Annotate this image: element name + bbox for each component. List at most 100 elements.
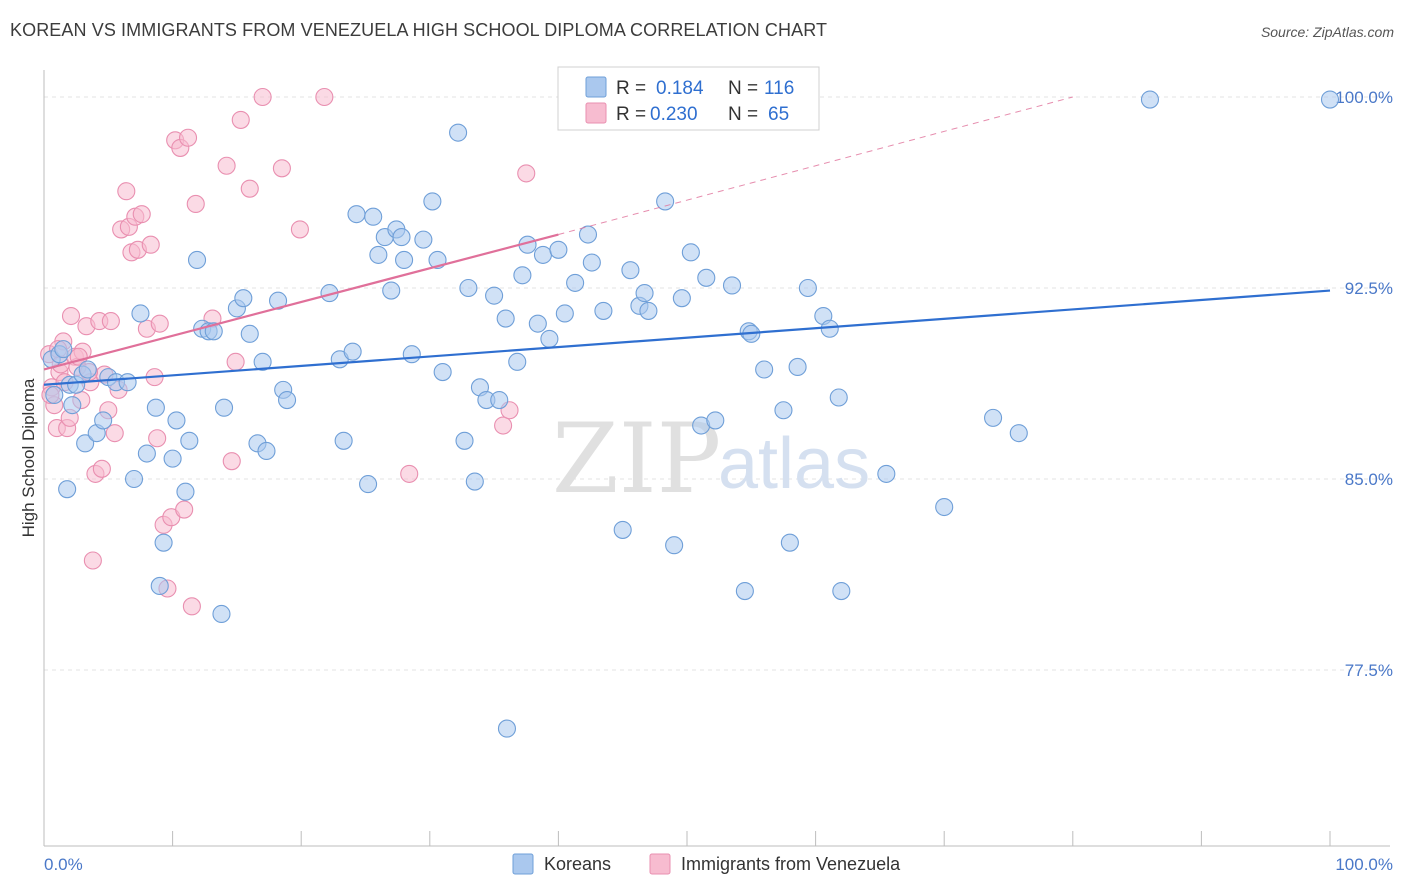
venezuela-point (178, 128, 198, 147)
korean-point (449, 123, 468, 142)
korean-point (214, 398, 234, 417)
korean-point (774, 401, 793, 420)
korean-point (257, 441, 276, 461)
series-legend: Koreans Immigrants from Venezuela (512, 853, 901, 875)
series-legend-label-koreans: Koreans (544, 854, 611, 874)
korean-point (578, 225, 598, 244)
korean-point (465, 472, 484, 491)
korean-point (423, 192, 442, 211)
legend-r-label-koreans: R = (616, 78, 646, 99)
korean-point (681, 243, 700, 262)
korean-point (180, 431, 199, 450)
korean-point (820, 319, 839, 338)
legend-n-label-venezuela: N = (728, 104, 758, 125)
korean-point (555, 304, 574, 323)
korean-point (485, 286, 504, 305)
korean-point (496, 309, 515, 328)
korean-point (497, 719, 517, 738)
trend-lines (43, 96, 1331, 386)
venezuela-point (141, 235, 160, 254)
korean-point (146, 398, 165, 417)
korean-point (63, 396, 82, 415)
korean-point (414, 230, 433, 249)
korean-point (150, 576, 169, 596)
legend-n-value-koreans: 116 (764, 78, 794, 99)
venezuela-point (92, 459, 111, 478)
korean-point (359, 475, 378, 494)
korean-point (665, 536, 684, 555)
korean-point (154, 533, 173, 552)
korean-point (395, 250, 414, 270)
korean-point (697, 268, 716, 287)
legend-r-value-koreans: 0.184 (656, 78, 704, 99)
legend-swatch-koreans (585, 76, 607, 98)
venezuela-point (61, 306, 81, 326)
korean-point (54, 340, 73, 359)
series-legend-swatch-koreans (512, 853, 534, 875)
venezuela-point (101, 312, 120, 331)
x-axis-ticks (43, 831, 1331, 846)
x-tick-label-min: 0.0% (44, 855, 83, 874)
venezuela-point (290, 220, 309, 239)
venezuela-point (253, 87, 272, 107)
korean-point (1140, 90, 1160, 109)
korean-point (490, 391, 509, 410)
venezuela-point (132, 205, 151, 224)
korean-point (540, 329, 559, 348)
korean-point (364, 207, 383, 226)
stats-legend: R = 0.184 N = 116 R = 0.230 N = 65 (557, 66, 820, 131)
y-axis-title: High School Diploma (19, 378, 38, 537)
korean-point (513, 266, 532, 285)
korean-point (455, 431, 474, 450)
source-credit: Source: ZipAtlas.com (1260, 24, 1394, 40)
korean-point (798, 278, 817, 298)
korean-point (722, 276, 742, 295)
koreans-trend-line (43, 289, 1331, 386)
venezuela-point (148, 429, 167, 448)
korean-point (877, 464, 896, 483)
korean-point (402, 345, 421, 364)
legend-n-value-venezuela: 65 (768, 104, 789, 125)
venezuela-point (231, 110, 250, 129)
korean-point (118, 373, 137, 392)
watermark-atlas: atlas (718, 424, 870, 504)
korean-point (549, 240, 568, 259)
korean-point (672, 289, 691, 308)
venezuela-point (240, 179, 259, 198)
korean-point (755, 360, 774, 379)
korean-point (58, 480, 77, 499)
venezuela-point (315, 87, 334, 107)
venezuela-point (222, 452, 241, 471)
venezuela-point (186, 194, 205, 214)
y-tick-label: 85.0% (1345, 470, 1393, 489)
korean-point (131, 304, 150, 323)
korean-point (935, 497, 954, 517)
series-legend-swatch-venezuela (649, 853, 671, 875)
x-tick-label-max: 100.0% (1335, 855, 1393, 874)
korean-point (392, 228, 411, 247)
y-tick-labels: 77.5% 85.0% 92.5% 100.0% (1335, 88, 1393, 680)
korean-point (382, 281, 401, 300)
korean-point (78, 360, 97, 379)
venezuela-point (517, 164, 536, 183)
korean-point (240, 324, 259, 343)
series-koreans-points (42, 90, 1340, 738)
korean-point (433, 362, 452, 382)
korean-point (343, 342, 362, 361)
korean-point (459, 278, 478, 298)
venezuela-point (226, 352, 245, 371)
korean-point (269, 291, 288, 310)
korean-point (167, 411, 186, 430)
venezuela-point (182, 597, 201, 616)
y-tick-label: 100.0% (1335, 88, 1393, 107)
korean-point (163, 449, 182, 468)
korean-point (1009, 424, 1028, 443)
venezuela-trend-line (43, 233, 559, 371)
axes (43, 70, 1390, 847)
venezuela-point (272, 159, 291, 178)
korean-point (621, 261, 640, 280)
korean-point (735, 582, 754, 601)
korean-point (594, 301, 613, 320)
korean-point (1320, 90, 1340, 109)
